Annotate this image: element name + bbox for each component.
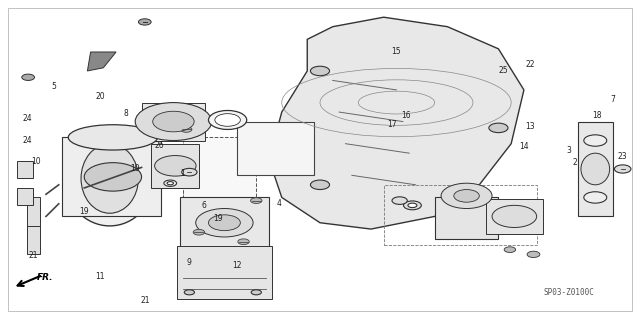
Circle shape [504,247,516,252]
Ellipse shape [135,103,212,141]
Circle shape [310,66,330,76]
Circle shape [182,168,197,176]
Text: 4: 4 [276,199,281,208]
Circle shape [193,229,205,235]
Text: 8: 8 [124,109,128,118]
Bar [435,197,499,239]
Text: 22: 22 [525,60,535,69]
Circle shape [310,180,330,189]
Text: 18: 18 [593,111,602,120]
Circle shape [614,165,631,173]
Ellipse shape [81,144,138,213]
Text: 19: 19 [131,165,140,174]
Text: 23: 23 [618,152,627,161]
Text: 20: 20 [95,92,105,101]
Text: 25: 25 [499,66,508,76]
Circle shape [392,197,407,204]
Bar [578,122,613,216]
Text: 13: 13 [525,122,535,131]
Polygon shape [269,17,524,229]
Circle shape [164,180,177,186]
Ellipse shape [215,114,241,126]
Bar [177,247,272,299]
Circle shape [22,74,35,80]
Circle shape [584,192,607,203]
Polygon shape [27,197,40,254]
Bar [141,103,205,141]
Text: 6: 6 [202,201,207,210]
Text: 26: 26 [155,141,164,150]
Bar [486,199,543,234]
Text: 24: 24 [22,136,32,145]
Bar [17,161,33,178]
Ellipse shape [209,215,241,231]
Circle shape [489,123,508,133]
Text: FR.: FR. [36,273,53,282]
Ellipse shape [454,189,479,202]
Text: 16: 16 [401,111,411,120]
Text: 21: 21 [140,296,150,305]
Circle shape [238,239,249,245]
Ellipse shape [441,183,492,209]
Polygon shape [237,122,314,175]
Bar [384,185,537,245]
Ellipse shape [581,153,610,185]
Ellipse shape [155,156,196,176]
Text: SP03-Z0100C: SP03-Z0100C [543,288,594,298]
Bar [180,197,269,248]
Circle shape [84,163,141,191]
Ellipse shape [196,209,253,237]
Text: 14: 14 [519,142,529,151]
Text: 9: 9 [187,258,192,267]
Text: 3: 3 [566,145,571,154]
Ellipse shape [492,205,537,227]
Text: 5: 5 [51,82,56,91]
Text: 7: 7 [611,95,616,104]
Circle shape [251,290,261,295]
Circle shape [184,290,195,295]
Text: 2: 2 [573,158,577,167]
Circle shape [403,201,421,210]
Polygon shape [88,52,116,71]
Ellipse shape [153,111,194,132]
Text: 15: 15 [392,48,401,56]
Ellipse shape [68,125,157,150]
Text: 12: 12 [232,261,242,270]
Circle shape [138,19,151,25]
Circle shape [180,127,192,132]
Text: 19: 19 [213,213,223,222]
Text: 1: 1 [180,169,186,178]
Circle shape [408,203,417,208]
Circle shape [527,251,540,257]
Circle shape [250,198,262,204]
Circle shape [167,182,173,185]
Bar [17,188,33,205]
Text: 21: 21 [29,251,38,260]
Bar [183,137,256,201]
Text: 11: 11 [95,272,105,281]
Circle shape [584,135,607,146]
Text: 19: 19 [79,207,89,216]
Bar [62,137,161,216]
Text: 24: 24 [22,114,32,123]
Text: 17: 17 [387,120,397,129]
Bar [151,144,199,188]
Ellipse shape [65,131,154,226]
Text: 10: 10 [31,157,41,166]
Ellipse shape [209,110,246,130]
